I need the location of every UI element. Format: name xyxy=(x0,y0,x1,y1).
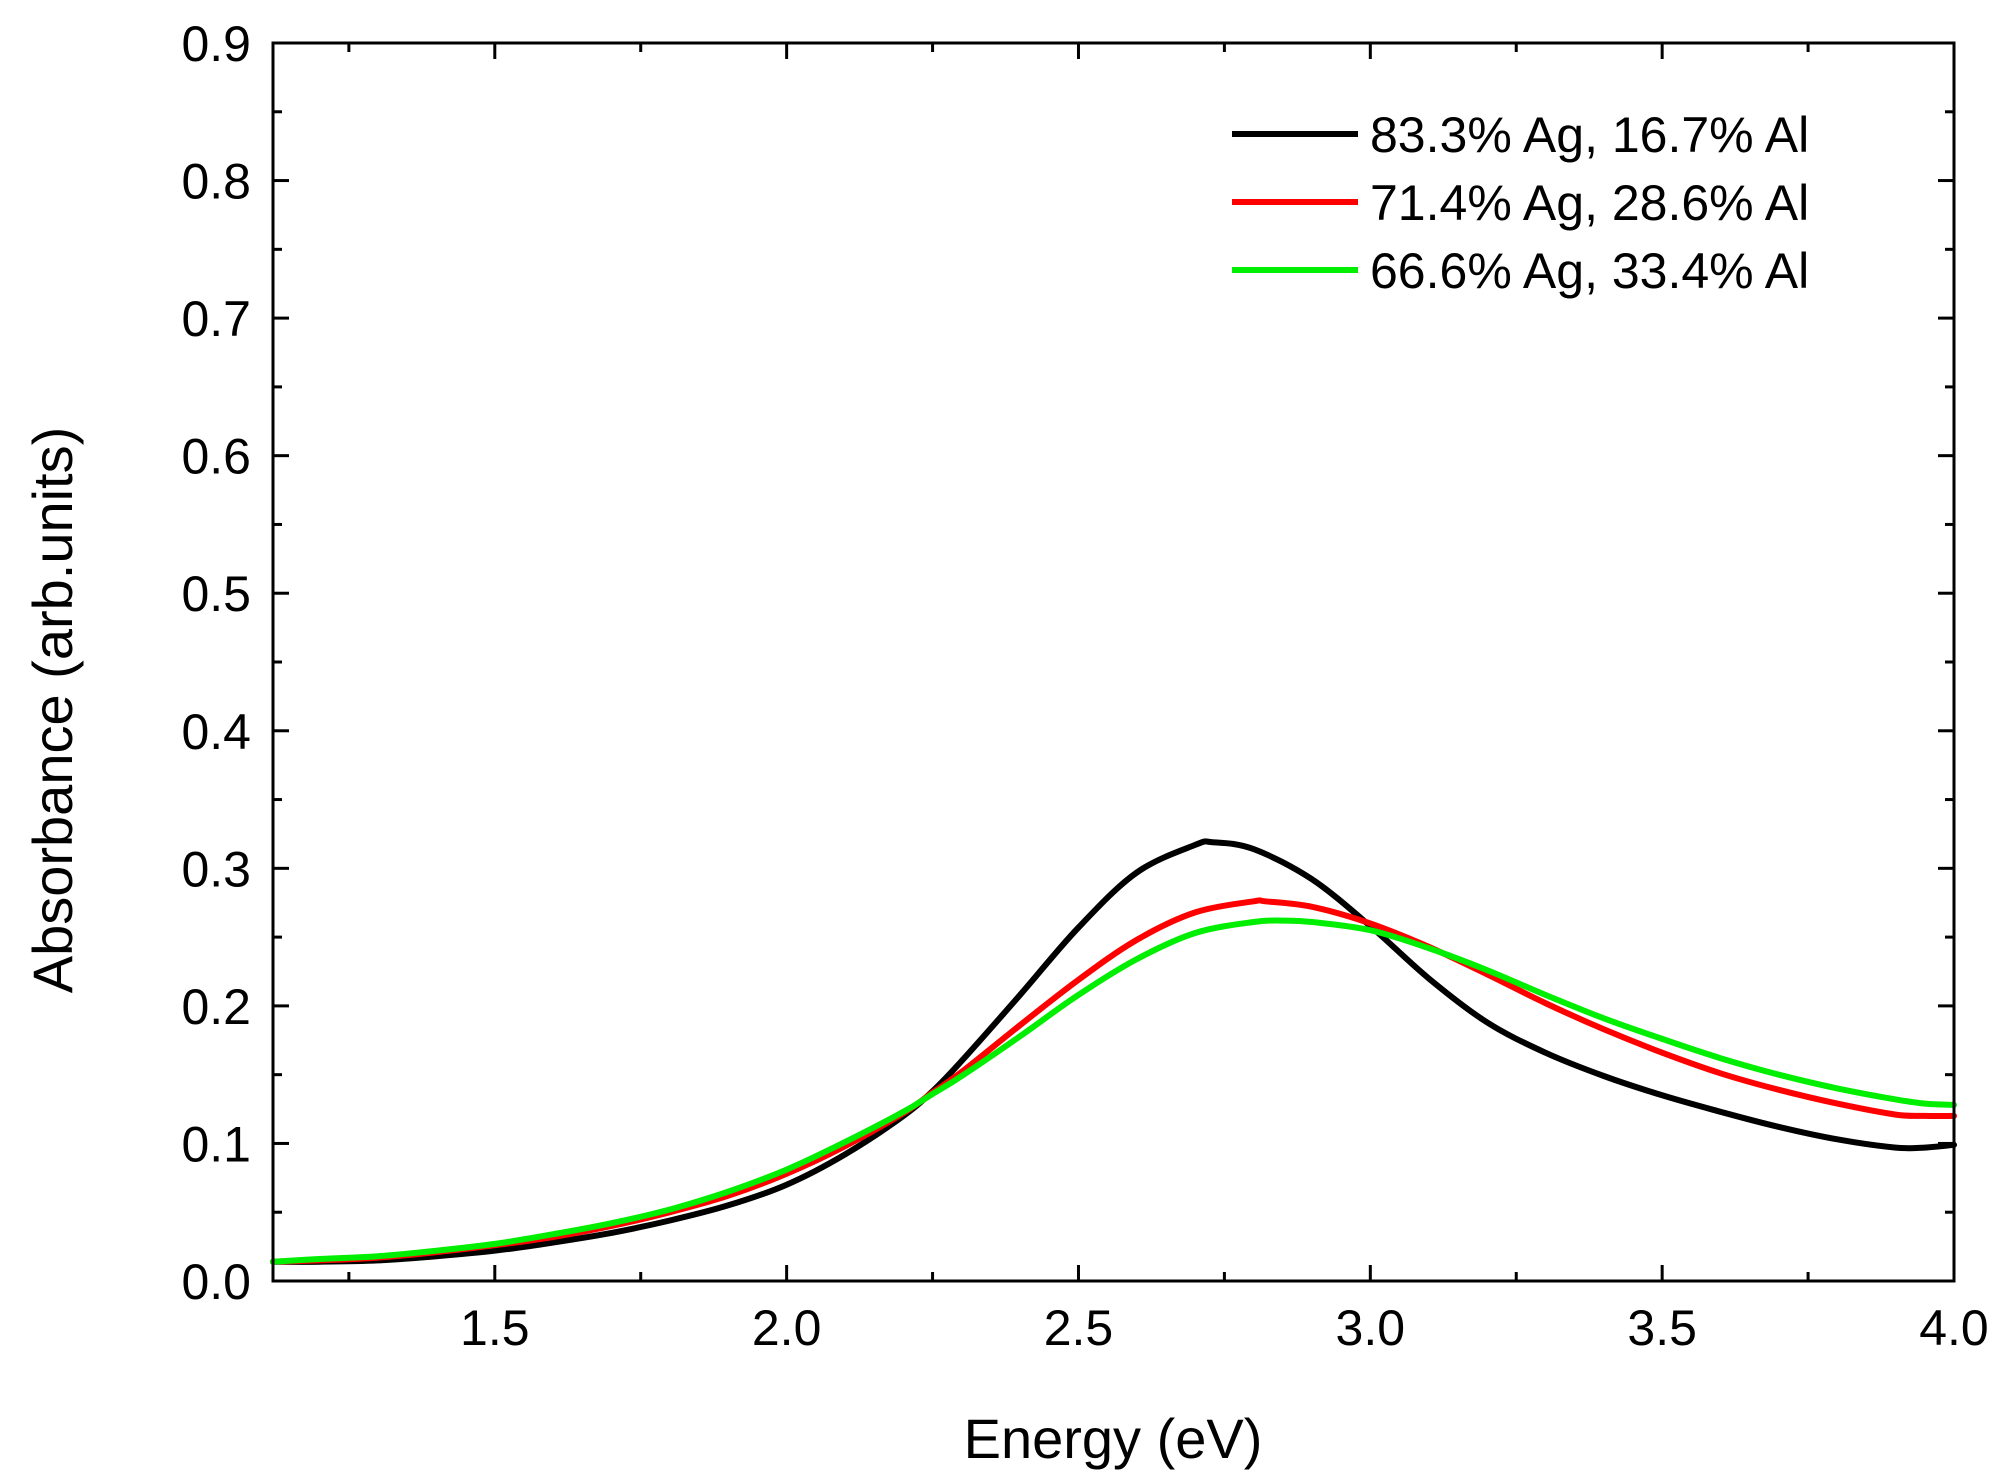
x-tick-label: 3.5 xyxy=(1627,1300,1697,1356)
y-tick-label: 0.9 xyxy=(181,16,251,72)
y-tick-label: 0.2 xyxy=(181,979,251,1035)
y-tick-label: 0.3 xyxy=(181,841,251,897)
legend: 83.3% Ag, 16.7% Al 71.4% Ag, 28.6% Al 66.6… xyxy=(1232,107,1809,299)
y-tick-label: 0.5 xyxy=(181,566,251,622)
plot-frame xyxy=(271,41,1956,1283)
series-line-3 xyxy=(270,917,1957,1265)
y-tick-labels: 0.0 0.1 0.2 0.3 0.4 0.5 0.6 0.7 0.8 0.9 xyxy=(181,16,251,1310)
y-tick-label: 0.0 xyxy=(181,1254,251,1310)
y-tick-label: 0.4 xyxy=(181,704,251,760)
x-tick-label: 4.0 xyxy=(1919,1300,1989,1356)
plot-series xyxy=(270,838,1957,1265)
y-axis-title: Absorbance (arb.units) xyxy=(21,427,84,994)
legend-label-1: 83.3% Ag, 16.7% Al xyxy=(1370,107,1809,163)
y-tick-label: 0.8 xyxy=(181,154,251,210)
x-axis-title: Energy (eV) xyxy=(964,1407,1263,1470)
legend-label-2: 71.4% Ag, 28.6% Al xyxy=(1370,175,1809,231)
y-tick-label: 0.6 xyxy=(181,429,251,485)
series-line-2 xyxy=(270,897,1957,1265)
x-tick-label: 3.0 xyxy=(1336,1300,1406,1356)
x-tick-label: 2.5 xyxy=(1044,1300,1114,1356)
legend-label-3: 66.6% Ag, 33.4% Al xyxy=(1370,243,1809,299)
series-line-1 xyxy=(270,838,1957,1265)
x-tick-label: 1.5 xyxy=(460,1300,530,1356)
y-tick-label: 0.1 xyxy=(181,1116,251,1172)
y-tick-label: 0.7 xyxy=(181,291,251,347)
x-tick-label: 2.0 xyxy=(752,1300,822,1356)
x-tick-labels: 1.5 2.0 2.5 3.0 3.5 4.0 xyxy=(460,1300,1989,1356)
